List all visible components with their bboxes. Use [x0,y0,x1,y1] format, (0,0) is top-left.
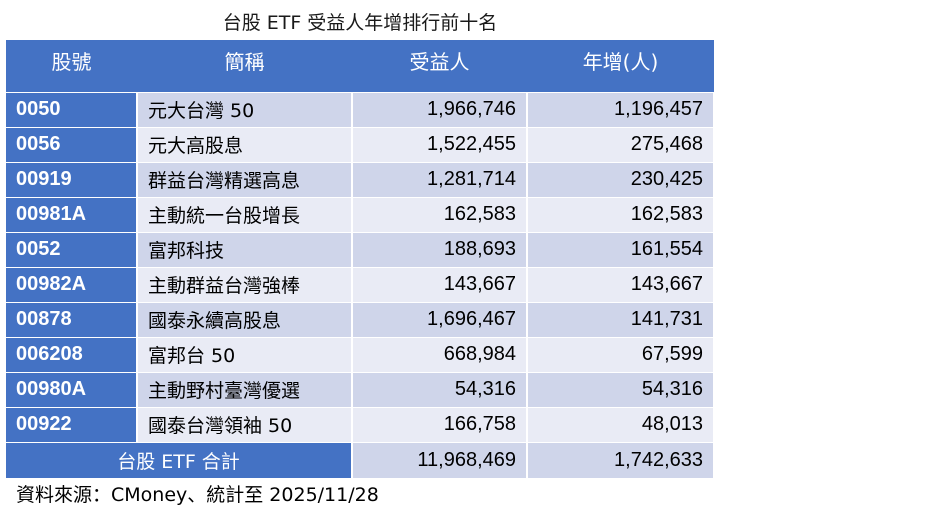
table-row: 00980A 主動野村臺灣優選 54,316 54,316 [6,372,715,408]
etf-code-cell: 00919 [6,162,138,198]
holders-cell: 162,583 [352,197,528,233]
etf-name-cell: 富邦科技 [137,232,353,268]
growth-cell: 48,013 [527,407,715,443]
total-holders: 11,968,469 [352,442,528,478]
etf-name-cell: 群益台灣精選高息 [137,162,353,198]
table-row: 00922 國泰台灣領袖 50 166,758 48,013 [6,407,715,443]
growth-cell: 141,731 [527,302,715,338]
source-note: 資料來源：CMoney、統計至 2025/11/28 [16,484,379,506]
total-row: 台股 ETF 合計 11,968,469 1,742,633 [6,442,715,478]
table-row: 0052 富邦科技 188,693 161,554 [6,232,715,268]
header-row: 股號 簡稱 受益人 年增(人) [6,40,714,88]
growth-cell: 1,196,457 [527,92,715,128]
header-gap [6,88,714,93]
column-header-growth: 年增(人) [527,40,714,88]
column-header-holders: 受益人 [352,40,527,88]
etf-code-cell: 00981A [6,197,138,233]
growth-cell: 162,583 [527,197,715,233]
etf-name-cell: 國泰永續高股息 [137,302,353,338]
table-row: 00981A 主動統一台股增長 162,583 162,583 [6,197,715,233]
holders-cell: 143,667 [352,267,528,303]
holders-cell: 166,758 [352,407,528,443]
table-row: 006208 富邦台 50 668,984 67,599 [6,337,715,373]
etf-code-cell: 006208 [6,337,138,373]
holders-cell: 1,522,455 [352,127,528,163]
table-row: 0050 元大台灣 50 1,966,746 1,196,457 [6,92,715,128]
etf-code-cell: 0056 [6,127,138,163]
etf-name-cell: 主動野村臺灣優選 [137,372,353,408]
growth-cell: 161,554 [527,232,715,268]
etf-code-cell: 00982A [6,267,138,303]
growth-cell: 275,468 [527,127,715,163]
holders-cell: 668,984 [352,337,528,373]
etf-name-cell: 主動統一台股增長 [137,197,353,233]
table-row: 0056 元大高股息 1,522,455 275,468 [6,127,715,163]
etf-code-cell: 0050 [6,92,138,128]
total-label: 台股 ETF 合計 [6,442,353,478]
header-gap-cell [6,88,714,93]
holders-cell: 188,693 [352,232,528,268]
etf-name-cell: 元大高股息 [137,127,353,163]
etf-code-cell: 00922 [6,407,138,443]
table-row: 00919 群益台灣精選高息 1,281,714 230,425 [6,162,715,198]
holders-cell: 1,696,467 [352,302,528,338]
etf-name-cell: 國泰台灣領袖 50 [137,407,353,443]
etf-code-cell: 0052 [6,232,138,268]
column-header-name: 簡稱 [137,40,352,88]
holders-cell: 54,316 [352,372,528,408]
growth-cell: 67,599 [527,337,715,373]
etf-name-cell: 元大台灣 50 [137,92,353,128]
growth-cell: 54,316 [527,372,715,408]
etf-code-cell: 00878 [6,302,138,338]
etf-ranking-table: 股號 簡稱 受益人 年增(人) 0050 元大台灣 50 1,966,746 1,19… [6,40,715,478]
etf-code-cell: 00980A [6,372,138,408]
table-title: 台股 ETF 受益人年增排行前十名 [222,12,498,34]
column-header-code: 股號 [6,40,137,88]
table-row: 00878 國泰永續高股息 1,696,467 141,731 [6,302,715,338]
holders-cell: 1,966,746 [352,92,528,128]
table-row: 00982A 主動群益台灣強棒 143,667 143,667 [6,267,715,303]
growth-cell: 143,667 [527,267,715,303]
growth-cell: 230,425 [527,162,715,198]
total-growth: 1,742,633 [527,442,715,478]
holders-cell: 1,281,714 [352,162,528,198]
etf-name-cell: 主動群益台灣強棒 [137,267,353,303]
etf-name-cell: 富邦台 50 [137,337,353,373]
